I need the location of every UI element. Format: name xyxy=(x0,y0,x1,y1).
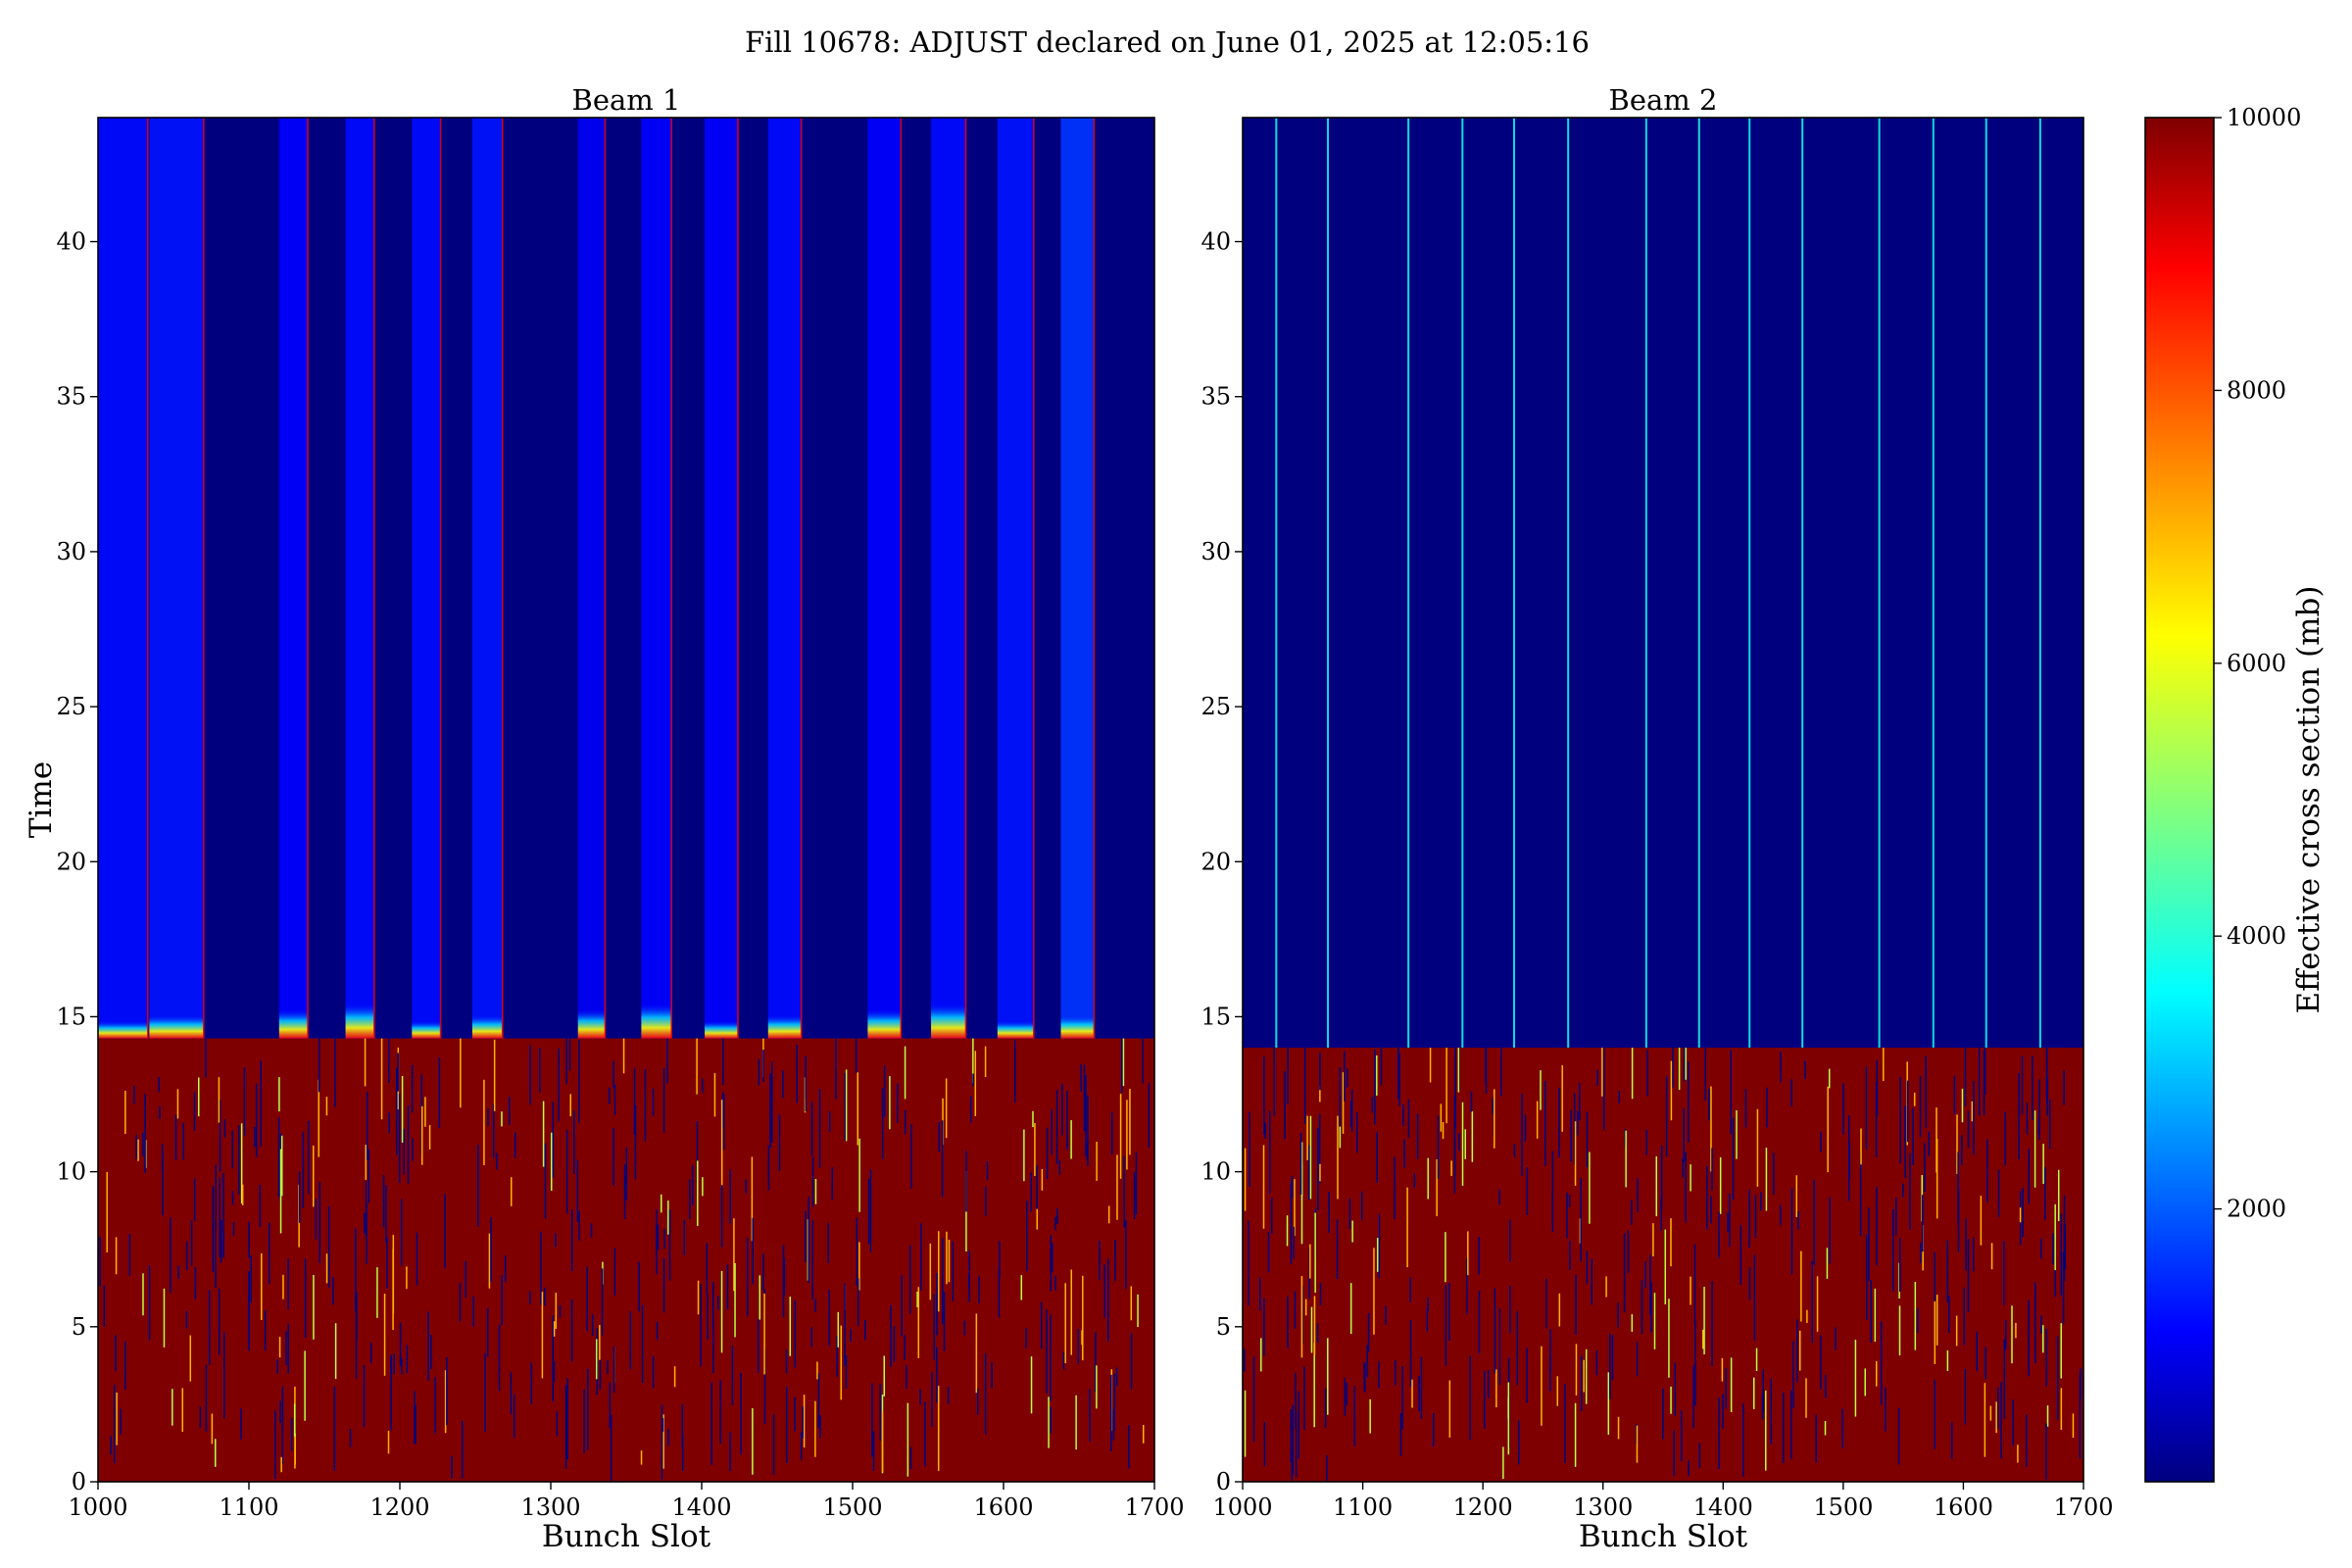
x-tick-label: 1300 xyxy=(1573,1494,1633,1521)
x-tick-label: 1100 xyxy=(219,1494,278,1521)
low-value-region xyxy=(867,118,902,1039)
x-tick-label: 1600 xyxy=(1934,1494,1993,1521)
y-axis-label-beam-1: Time xyxy=(24,761,59,838)
y-tick-label: 10 xyxy=(56,1158,86,1186)
y-tick-label: 30 xyxy=(1200,538,1231,565)
colorbar-tick-label: 2000 xyxy=(2227,1196,2286,1223)
transition-band xyxy=(345,1003,374,1039)
axes-frame-beam-2 xyxy=(1242,117,2084,1483)
y-tick-label: 5 xyxy=(72,1313,86,1341)
x-axis-label-beam-1: Bunch Slot xyxy=(542,1519,711,1554)
panel-beam-2: Beam 2 1000 1100 1200 1300 1400 1500 1600 1700 … xyxy=(1200,83,2113,1554)
y-tick-label: 0 xyxy=(72,1468,86,1495)
x-tick-label: 1600 xyxy=(973,1494,1033,1521)
colorbar-tick-label: 4000 xyxy=(2227,922,2286,950)
x-tick-label: 1500 xyxy=(1813,1494,1873,1521)
x-tick-label: 1700 xyxy=(2053,1494,2113,1521)
transition-band xyxy=(98,1020,148,1039)
heatmap-beam-2 xyxy=(1243,118,2083,1482)
x-axis-ticks-beam-2: 1000 1100 1200 1300 1400 1500 1600 1700 xyxy=(1212,1482,2114,1521)
x-tick-label: 1500 xyxy=(822,1494,882,1521)
x-axis-label-beam-2: Bunch Slot xyxy=(1579,1519,1748,1554)
x-tick-label: 1700 xyxy=(1124,1494,1184,1521)
low-value-region xyxy=(641,118,672,1039)
low-value-region xyxy=(345,118,374,1039)
low-value-region xyxy=(705,118,738,1039)
low-value-region xyxy=(471,118,503,1039)
x-tick-label: 1400 xyxy=(671,1494,731,1521)
transition-band xyxy=(278,1008,309,1039)
y-tick-label: 10 xyxy=(1200,1158,1231,1186)
panel-title-beam-1: Beam 1 xyxy=(572,83,681,117)
heatmap-beam-1 xyxy=(98,118,1154,1482)
y-tick-label: 15 xyxy=(1200,1003,1231,1030)
x-tick-label: 1400 xyxy=(1693,1494,1753,1521)
transition-band xyxy=(641,1003,672,1039)
y-tick-label: 0 xyxy=(1216,1468,1231,1495)
x-axis-ticks-beam-1: 1000 1100 1200 1300 1400 1500 1600 1700 xyxy=(68,1482,1185,1521)
y-tick-label: 35 xyxy=(1200,383,1231,411)
y-tick-label: 30 xyxy=(56,538,86,565)
low-value-region xyxy=(767,118,802,1039)
colorbar-gradient xyxy=(2144,117,2215,1483)
y-axis-ticks-beam-1: 0 5 10 15 20 25 30 35 40 xyxy=(56,228,98,1495)
colorbar: 2000 4000 6000 8000 10000 Effective cross se… xyxy=(2144,104,2327,1483)
y-tick-label: 20 xyxy=(1200,848,1231,875)
axes-frame-beam-1 xyxy=(97,117,1155,1483)
low-value-region xyxy=(997,118,1034,1039)
transition-band xyxy=(931,1003,966,1039)
x-tick-label: 1000 xyxy=(68,1494,127,1521)
x-tick-label: 1300 xyxy=(520,1494,580,1521)
colorbar-tick-label: 8000 xyxy=(2227,376,2286,404)
transition-band xyxy=(1060,1014,1095,1039)
y-tick-label: 25 xyxy=(1200,693,1231,720)
colorbar-tick-label: 10000 xyxy=(2227,104,2301,131)
y-tick-label: 20 xyxy=(56,848,86,875)
y-tick-label: 40 xyxy=(1200,228,1231,256)
transition-band xyxy=(705,1020,738,1039)
y-tick-label: 40 xyxy=(56,228,86,256)
y-axis-ticks-beam-2: 0 5 10 15 20 25 30 35 40 xyxy=(1200,228,1243,1495)
low-value-region xyxy=(577,118,606,1039)
low-value-region xyxy=(278,118,309,1039)
x-tick-label: 1000 xyxy=(1212,1494,1272,1521)
x-tick-label: 1200 xyxy=(369,1494,429,1521)
low-value-region xyxy=(98,118,148,1039)
transition-band xyxy=(867,1008,902,1039)
y-tick-label: 5 xyxy=(1216,1313,1231,1341)
panel-title-beam-2: Beam 2 xyxy=(1609,83,1718,117)
colorbar-ticks: 2000 4000 6000 8000 10000 xyxy=(2214,104,2301,1223)
low-value-region xyxy=(412,118,441,1039)
colorbar-label: Effective cross section (mb) xyxy=(2291,586,2327,1014)
transition-band xyxy=(577,1008,606,1039)
y-tick-label: 35 xyxy=(56,383,86,411)
transition-band xyxy=(997,1020,1034,1039)
transition-band xyxy=(471,1014,503,1039)
x-tick-label: 1100 xyxy=(1333,1494,1393,1521)
figure-title: Fill 10678: ADJUST declared on June 01, … xyxy=(745,25,1590,59)
y-tick-label: 15 xyxy=(56,1003,86,1030)
low-value-region xyxy=(149,118,204,1039)
low-value-region xyxy=(1060,118,1095,1039)
panel-beam-1: Beam 1 1000 1100 1200 1300 1400 1500 1600 1700 … xyxy=(24,83,1185,1554)
transition-band xyxy=(767,1014,802,1039)
transition-band xyxy=(412,1020,441,1039)
transition-band xyxy=(149,1014,204,1039)
colorbar-tick-label: 6000 xyxy=(2227,650,2286,677)
low-value-region xyxy=(931,118,966,1039)
x-tick-label: 1200 xyxy=(1453,1494,1513,1521)
y-tick-label: 25 xyxy=(56,693,86,720)
